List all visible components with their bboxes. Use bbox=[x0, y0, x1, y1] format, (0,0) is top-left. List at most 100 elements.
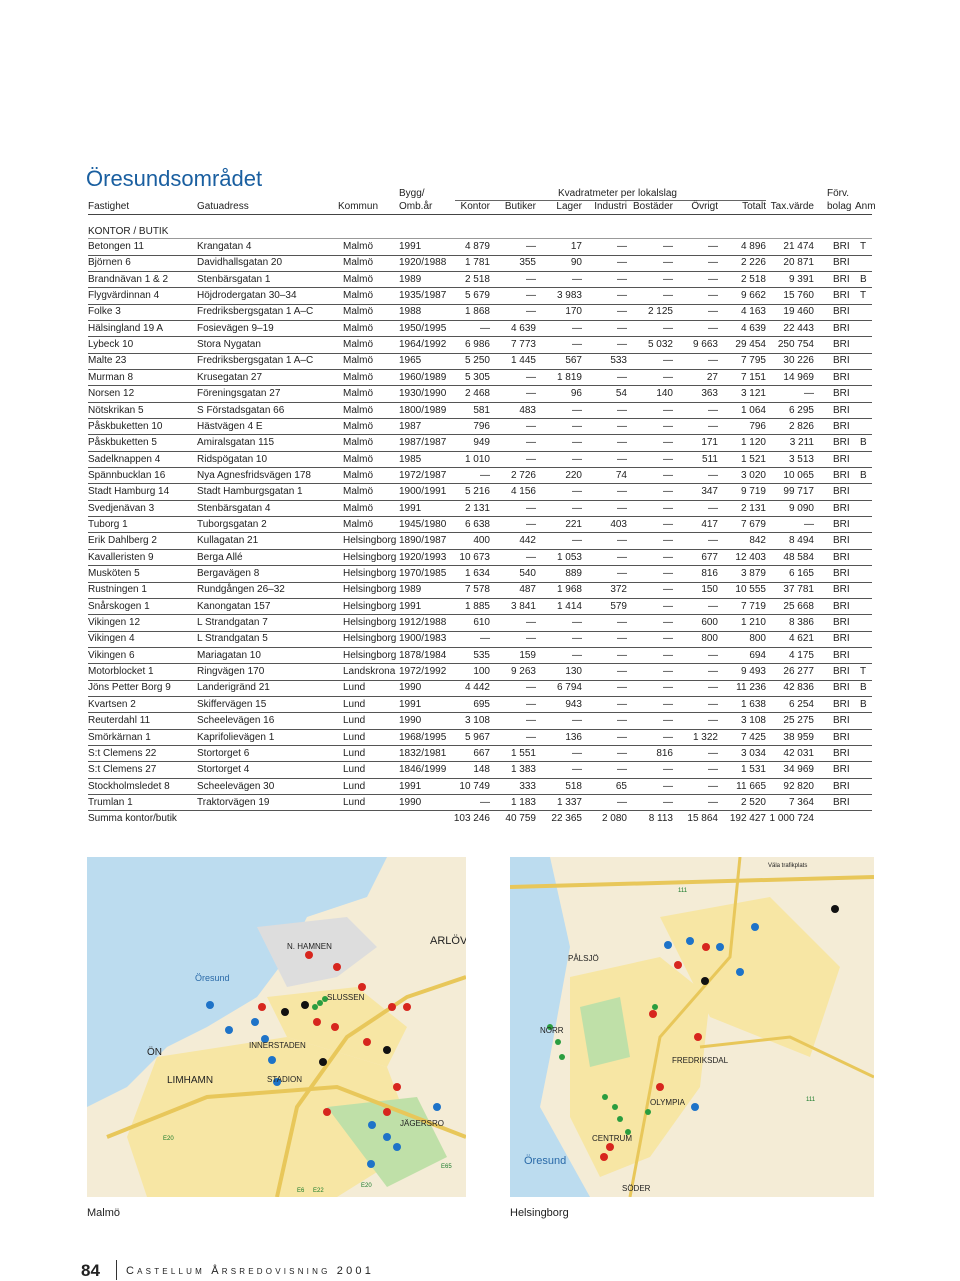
table-cell: B bbox=[860, 469, 867, 481]
table-cell: 26 277 bbox=[783, 666, 814, 678]
table-cell: 695 bbox=[473, 698, 490, 710]
table-cell: Stadt Hamburg 14 bbox=[88, 486, 170, 498]
column-header: Gatuadress bbox=[197, 201, 249, 212]
table-cell: 535 bbox=[473, 649, 490, 661]
table-cell: — bbox=[708, 698, 718, 710]
map-label: SÖDER bbox=[622, 1184, 651, 1193]
table-cell: Malmö bbox=[343, 306, 374, 318]
table-cell: BRI bbox=[833, 649, 850, 661]
table-cell: — bbox=[663, 486, 673, 498]
table-cell: 6 638 bbox=[464, 518, 490, 530]
table-cell: 1985 bbox=[399, 453, 422, 465]
table-cell: BRI bbox=[833, 747, 850, 759]
row-line bbox=[88, 794, 872, 796]
table-cell: 1970/1985 bbox=[399, 568, 447, 579]
table-cell: Fredriksbergsgatan 1 A–C bbox=[197, 306, 314, 318]
table-cell: 1 638 bbox=[740, 698, 766, 710]
table-cell: 2 468 bbox=[464, 388, 490, 400]
table-cell: BRI bbox=[833, 453, 850, 465]
table-cell: — bbox=[708, 469, 718, 481]
table-cell: 11 665 bbox=[736, 780, 766, 792]
table-cell: 27 bbox=[706, 371, 718, 383]
table-cell: 400 bbox=[473, 535, 490, 547]
table-cell: Tuborg 1 bbox=[88, 518, 128, 530]
table-cell: 8 386 bbox=[788, 617, 814, 629]
header-line bbox=[88, 214, 872, 215]
table-cell: — bbox=[617, 715, 627, 727]
table-cell: 1972/1992 bbox=[399, 666, 447, 678]
table-cell: — bbox=[526, 715, 536, 727]
table-cell: — bbox=[708, 241, 718, 252]
table-cell: — bbox=[617, 290, 627, 302]
table-cell: Svedjenävan 3 bbox=[88, 502, 155, 514]
table-cell: — bbox=[617, 731, 627, 743]
table-cell: 37 781 bbox=[783, 584, 814, 596]
column-header: Kontor bbox=[460, 201, 490, 212]
table-cell: 130 bbox=[565, 666, 582, 678]
table-cell: — bbox=[526, 502, 536, 514]
row-line bbox=[88, 728, 872, 730]
table-cell: 518 bbox=[565, 780, 582, 792]
map-label: E20 bbox=[163, 1136, 174, 1142]
table-cell: Jöns Petter Borg 9 bbox=[88, 682, 171, 694]
table-cell: 3 841 bbox=[510, 600, 536, 612]
table-cell: 6 295 bbox=[788, 404, 814, 416]
map-label: E22 bbox=[313, 1188, 324, 1194]
table-cell: — bbox=[572, 453, 582, 465]
table-cell: 567 bbox=[565, 355, 582, 367]
table-cell: 1 210 bbox=[740, 617, 766, 629]
table-cell: 694 bbox=[749, 649, 766, 661]
row-line bbox=[88, 352, 872, 354]
table-cell: Lund bbox=[343, 764, 366, 776]
table-cell: Berga Allé bbox=[197, 551, 243, 563]
table-cell: BRI bbox=[833, 535, 850, 547]
table-cell: 1991 bbox=[399, 502, 422, 514]
table-cell: — bbox=[526, 551, 536, 563]
table-cell: 579 bbox=[610, 600, 627, 612]
table-cell: Stortorget 6 bbox=[197, 747, 250, 759]
table-cell: 2 520 bbox=[740, 796, 766, 808]
table-cell: — bbox=[572, 747, 582, 759]
table-cell: Stockholmsledet 8 bbox=[88, 780, 170, 792]
table-cell: — bbox=[708, 404, 718, 416]
table-cell: Fosievägen 9–19 bbox=[197, 322, 274, 334]
table-cell: 9 493 bbox=[740, 666, 766, 678]
map-label: ÖN bbox=[147, 1046, 162, 1058]
table-cell: 1991 bbox=[399, 780, 422, 792]
table-cell: T bbox=[860, 241, 867, 252]
table-cell: Helsingborg bbox=[343, 584, 397, 596]
table-cell: — bbox=[663, 715, 673, 727]
table-cell: Fredriksbergsgatan 1 A–C bbox=[197, 355, 314, 367]
table-cell: 1990 bbox=[399, 796, 422, 808]
table-cell: Krusegatan 27 bbox=[197, 371, 263, 383]
table-cell: BRI bbox=[833, 388, 850, 400]
table-cell: — bbox=[617, 339, 627, 351]
table-cell: 5 250 bbox=[464, 355, 490, 367]
row-line bbox=[88, 467, 872, 469]
table-cell: Rundgången 26–32 bbox=[197, 584, 285, 596]
table-cell: — bbox=[526, 617, 536, 629]
table-cell: BRI bbox=[833, 568, 850, 579]
table-cell: BRI bbox=[833, 241, 850, 252]
table-cell: 1990 bbox=[399, 715, 422, 727]
table-cell: 250 754 bbox=[777, 339, 814, 351]
table-cell: 148 bbox=[473, 764, 490, 776]
table-cell: — bbox=[572, 420, 582, 432]
table-cell: Lund bbox=[343, 698, 366, 710]
table-cell: 100 bbox=[473, 666, 490, 678]
table-cell: — bbox=[572, 437, 582, 449]
table-cell: — bbox=[663, 257, 673, 269]
table-cell: — bbox=[617, 502, 627, 514]
table-cell: 5 967 bbox=[464, 731, 490, 743]
map-helsingborg: Väla trafikplats 111 PÅLSJÖ NORR FREDRIK… bbox=[510, 857, 874, 1197]
table-cell: Krangatan 4 bbox=[197, 241, 252, 252]
table-cell: Trumlan 1 bbox=[88, 796, 133, 808]
table-cell: Norsen 12 bbox=[88, 388, 135, 400]
table-cell: BRI bbox=[833, 715, 850, 727]
table-cell: 943 bbox=[565, 698, 582, 710]
row-line bbox=[88, 303, 872, 305]
table-cell: 800 bbox=[701, 633, 718, 645]
table-cell: 417 bbox=[701, 518, 718, 530]
table-cell: BRI bbox=[833, 666, 850, 678]
table-cell: — bbox=[663, 682, 673, 694]
